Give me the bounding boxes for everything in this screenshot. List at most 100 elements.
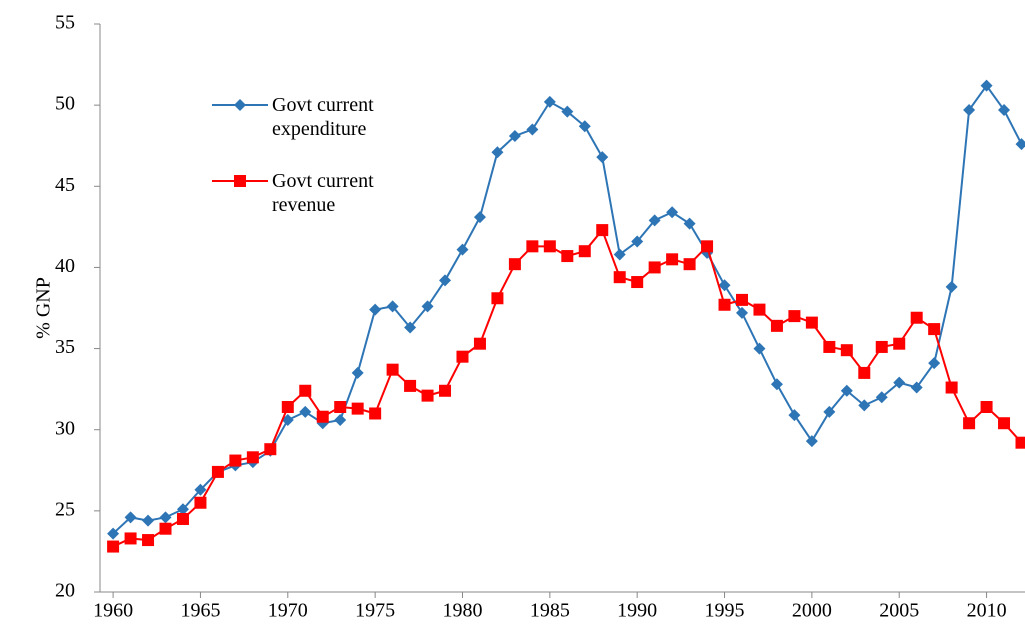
- square-marker: [648, 261, 661, 274]
- legend-label: Govt current revenue: [272, 170, 374, 216]
- square-marker: [159, 522, 172, 535]
- diamond-marker: [718, 279, 731, 292]
- diamond-marker: [439, 274, 452, 287]
- x-tick-label: 1990: [617, 600, 657, 622]
- square-marker: [404, 379, 417, 392]
- diamond-marker: [369, 303, 382, 316]
- square-marker: [508, 258, 521, 271]
- square-marker: [211, 465, 224, 478]
- square-marker: [875, 340, 888, 353]
- diamond-marker: [928, 357, 941, 370]
- diamond-marker: [491, 146, 504, 159]
- square-marker: [596, 224, 609, 237]
- diamond-marker: [526, 123, 539, 136]
- square-marker: [176, 512, 189, 525]
- square-marker: [526, 240, 539, 253]
- diamond-marker: [910, 381, 923, 394]
- square-marker: [142, 534, 155, 547]
- diamond-marker: [858, 399, 871, 412]
- square-marker: [369, 407, 382, 420]
- diamond-marker: [334, 413, 347, 426]
- diamond-marker: [980, 79, 993, 92]
- square-marker: [421, 389, 434, 402]
- diamond-marker: [735, 306, 748, 319]
- y-tick-label: 25: [55, 498, 75, 520]
- square-marker: [229, 454, 242, 467]
- square-marker: [893, 337, 906, 350]
- square-marker: [194, 496, 207, 509]
- diamond-marker: [299, 405, 312, 418]
- diamond-marker: [351, 366, 364, 379]
- legend-marker: [234, 175, 246, 187]
- diamond-marker: [508, 129, 521, 142]
- diamond-marker: [753, 342, 766, 355]
- legend-label: Govt current expenditure: [272, 94, 374, 140]
- square-marker: [107, 540, 120, 553]
- square-marker: [928, 323, 941, 336]
- series-line: [112, 83, 1023, 535]
- square-marker: [439, 384, 452, 397]
- square-marker: [246, 451, 259, 464]
- square-marker: [631, 276, 644, 289]
- square-marker: [1015, 436, 1025, 449]
- square-marker: [945, 381, 958, 394]
- diamond-marker: [596, 151, 609, 164]
- diamond-marker: [107, 527, 120, 540]
- diamond-marker: [561, 105, 574, 118]
- diamond-marker: [823, 405, 836, 418]
- diamond-marker: [683, 217, 696, 230]
- diamond-marker: [648, 214, 661, 227]
- square-marker: [683, 258, 696, 271]
- square-marker: [823, 340, 836, 353]
- diamond-marker: [998, 104, 1011, 117]
- square-marker: [788, 310, 801, 323]
- diamond-marker: [770, 378, 783, 391]
- diamond-marker: [176, 503, 189, 516]
- square-marker: [998, 417, 1011, 430]
- diamond-marker: [543, 95, 556, 108]
- square-marker: [735, 293, 748, 306]
- legend-marker: [234, 99, 246, 111]
- diamond-marker: [945, 280, 958, 293]
- y-tick-label: 50: [55, 93, 75, 115]
- square-marker: [840, 344, 853, 357]
- diamond-marker: [421, 300, 434, 313]
- square-marker: [578, 245, 591, 258]
- diamond-marker: [159, 511, 172, 524]
- square-marker: [334, 400, 347, 413]
- diamond-marker: [631, 235, 644, 248]
- square-marker: [613, 271, 626, 284]
- y-axis-label: % GNP: [33, 277, 55, 339]
- diamond-marker: [893, 376, 906, 389]
- y-tick-label: 45: [55, 174, 75, 196]
- diamond-marker: [613, 248, 626, 261]
- diamond-marker: [473, 211, 486, 224]
- square-marker: [561, 250, 574, 263]
- x-tick-label: 1965: [180, 600, 220, 622]
- diamond-marker: [386, 300, 399, 313]
- x-tick-label: 1970: [268, 600, 308, 622]
- x-tick-label: 2000: [792, 600, 832, 622]
- square-marker: [980, 400, 993, 413]
- diamond-marker: [124, 511, 137, 524]
- square-marker: [491, 292, 504, 305]
- square-marker: [770, 319, 783, 332]
- series-line: [112, 228, 1023, 548]
- y-tick-label: 55: [55, 12, 75, 34]
- square-marker: [805, 316, 818, 329]
- square-marker: [473, 337, 486, 350]
- x-tick-label: 1985: [530, 600, 570, 622]
- x-tick-label: 1960: [93, 600, 133, 622]
- square-marker: [666, 253, 679, 266]
- y-tick-label: 40: [55, 255, 75, 277]
- diamond-marker: [578, 120, 591, 133]
- square-marker: [264, 443, 277, 456]
- diamond-marker: [666, 206, 679, 219]
- diamond-marker: [456, 243, 469, 256]
- square-marker: [316, 410, 329, 423]
- diamond-marker: [875, 391, 888, 404]
- x-tick-label: 1975: [355, 600, 395, 622]
- square-marker: [351, 402, 364, 415]
